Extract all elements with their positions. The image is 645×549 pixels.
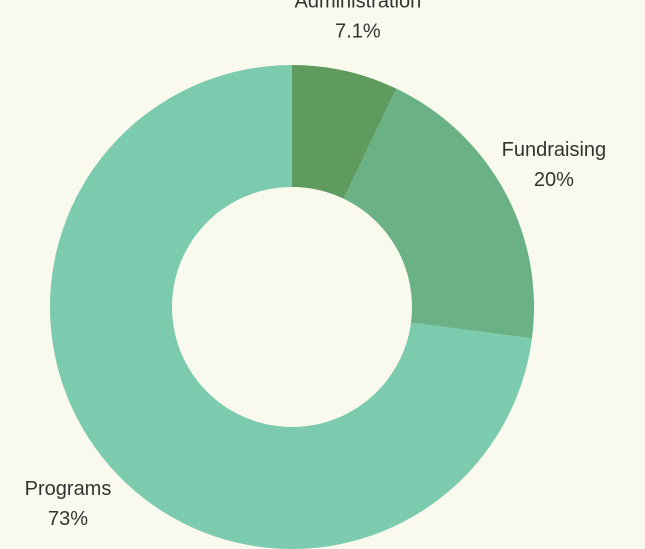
donut-slice (50, 65, 532, 549)
slice-value-label: 20% (534, 169, 574, 191)
donut-slice (292, 65, 397, 199)
slice-label: Programs (25, 478, 112, 500)
slice-value-label: 7.1% (335, 21, 381, 43)
slice-label: Administration (294, 0, 421, 13)
slice-label: Fundraising (502, 139, 607, 161)
slice-value-label: 73% (48, 508, 88, 530)
donut-slice (343, 88, 534, 339)
